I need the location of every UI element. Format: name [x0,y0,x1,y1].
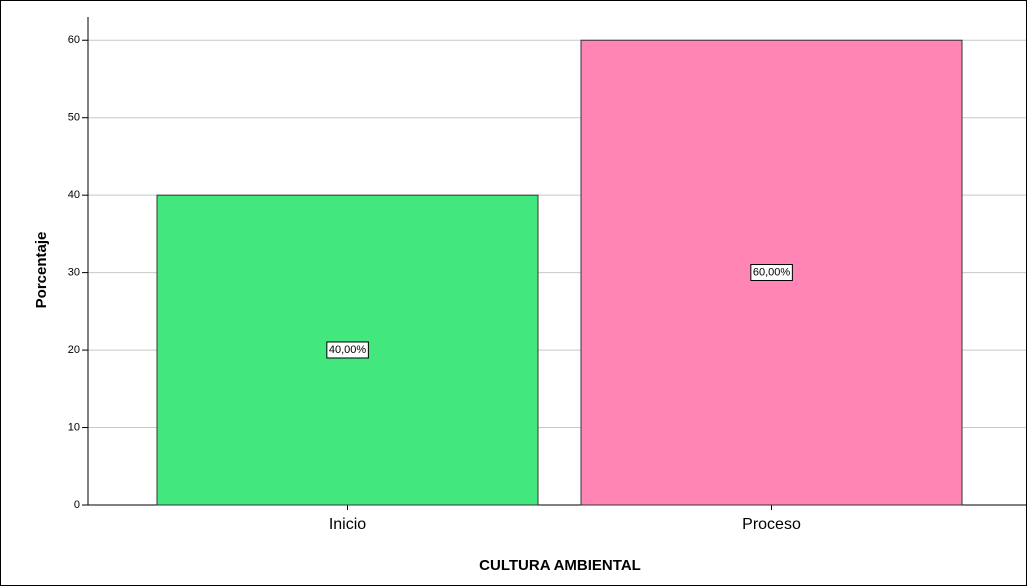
y-tick-label: 50 [68,112,80,124]
y-tick-label: 0 [74,499,80,511]
y-tick-label: 40 [68,189,80,201]
value-label-box [750,264,793,282]
y-tick-label: 30 [68,267,80,279]
y-axis-title: Porcentaje [33,232,50,309]
y-tick-label: 60 [68,34,80,46]
y-tick-label: 10 [68,421,80,433]
y-tick-label: 20 [68,344,80,356]
x-axis-title: CULTURA AMBIENTAL [479,557,641,574]
value-label: 60,00% [753,267,791,279]
x-tick-label: Proceso [742,516,801,533]
value-label-box [326,341,369,359]
value-label: 40,00% [329,344,367,356]
x-tick-label: Inicio [329,516,366,533]
